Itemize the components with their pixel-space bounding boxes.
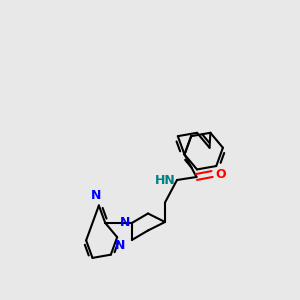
- Text: HN: HN: [155, 173, 176, 187]
- Text: N: N: [91, 189, 102, 202]
- Text: N: N: [114, 239, 125, 252]
- Text: O: O: [216, 167, 226, 181]
- Text: N: N: [120, 216, 130, 230]
